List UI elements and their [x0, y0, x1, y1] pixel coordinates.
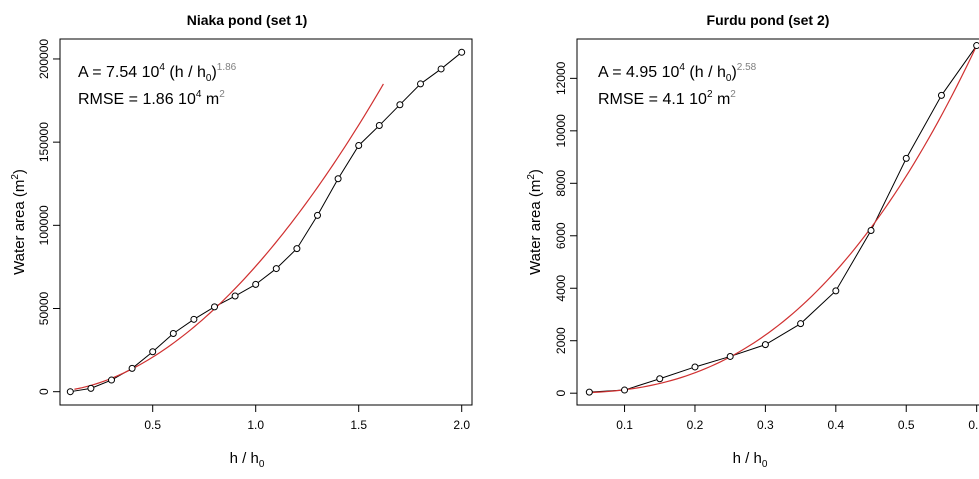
- data-point: [621, 386, 629, 394]
- data-point: [87, 384, 95, 392]
- fit-equation: A = 4.95 104 (h / h0)2.58: [598, 62, 757, 84]
- data-point: [334, 175, 342, 183]
- x-tick-label: 0.3: [757, 418, 774, 432]
- data-point: [902, 154, 910, 162]
- y-tick-label: 12000: [554, 61, 568, 95]
- y-axis: 0 2000 4000 6000 8000 10000 12000: [554, 61, 578, 397]
- y-tick-label: 8000: [554, 170, 568, 197]
- chart-panel-niaka: Niaka pond (set 1) 0.5 1.0 1.5 2.0 0 50000 10…: [10, 12, 473, 470]
- data-point: [252, 280, 260, 288]
- data-point: [169, 329, 177, 337]
- y-tick-label: 10000: [554, 114, 568, 148]
- x-tick-label: 1.0: [247, 418, 264, 432]
- data-point: [149, 348, 157, 356]
- observed-line: [70, 51, 463, 393]
- data-point: [293, 245, 301, 253]
- x-tick-label: 2.0: [453, 418, 470, 432]
- x-tick-label: 0.4: [827, 418, 844, 432]
- data-point: [231, 292, 239, 300]
- x-axis: 0.5 1.0 1.5 2.0: [144, 404, 470, 432]
- observed-line: [589, 45, 978, 393]
- x-tick-label: 0.5: [144, 418, 161, 432]
- series-lines: [70, 51, 463, 393]
- data-point: [656, 375, 664, 383]
- data-point: [190, 315, 198, 323]
- y-tick-label: 6000: [554, 222, 568, 249]
- fit-equation: A = 7.54 104 (h / h0)1.86: [78, 62, 237, 84]
- y-tick-label: 150000: [37, 122, 51, 162]
- data-point: [128, 364, 136, 372]
- fitted-curve: [74, 83, 384, 390]
- data-point: [355, 141, 363, 149]
- chart-panel-furdu: Furdu pond (set 2) 0.1 0.2 0.3 0.4 0.5 0.6 0 2…: [526, 12, 979, 470]
- data-point: [761, 341, 769, 349]
- chart-title: Furdu pond (set 2): [707, 12, 830, 28]
- data-point: [375, 122, 383, 130]
- fit-rmse: RMSE = 4.1 102 m2: [598, 89, 736, 108]
- data-point: [437, 65, 445, 73]
- y-tick-label: 2000: [554, 327, 568, 354]
- data-point: [937, 91, 945, 99]
- data-point: [108, 376, 115, 384]
- data-point: [314, 211, 321, 219]
- x-tick-label: 1.5: [350, 418, 367, 432]
- y-tick-label: 0: [554, 390, 568, 397]
- y-axis: 0 50000 100000 150000 200000: [37, 39, 61, 395]
- chart-title: Niaka pond (set 1): [187, 12, 308, 28]
- y-tick-label: 200000: [37, 39, 51, 79]
- data-point: [585, 388, 593, 396]
- data-point: [726, 352, 734, 360]
- data-point: [832, 287, 840, 295]
- y-axis-label: Water area (m2): [10, 169, 28, 275]
- fit-rmse: RMSE = 1.86 104 m2: [78, 89, 225, 108]
- x-tick-label: 0.6: [968, 418, 979, 432]
- data-point: [867, 227, 875, 235]
- x-axis: 0.1 0.2 0.3 0.4 0.5 0.6: [616, 404, 979, 432]
- data-point: [211, 303, 218, 311]
- data-point: [458, 48, 466, 56]
- y-tick-label: 4000: [554, 275, 568, 302]
- y-tick-label: 100000: [37, 205, 51, 245]
- y-axis-label: Water area (m2): [526, 169, 544, 275]
- y-tick-label: 50000: [37, 292, 51, 326]
- data-point: [396, 101, 404, 109]
- x-tick-label: 0.5: [898, 418, 915, 432]
- x-axis-label: h / h0: [733, 450, 768, 470]
- data-point: [272, 265, 280, 273]
- data-point: [66, 388, 74, 396]
- data-points: [66, 48, 466, 396]
- data-point: [417, 80, 424, 88]
- x-axis-label: h / h0: [230, 450, 265, 470]
- data-point: [691, 363, 699, 371]
- data-point: [797, 320, 805, 328]
- fitted-curve: [589, 45, 978, 394]
- data-point: [973, 42, 979, 50]
- x-tick-label: 0.1: [616, 418, 633, 432]
- series-lines: [589, 45, 978, 394]
- data-points: [585, 42, 979, 396]
- x-tick-label: 0.2: [687, 418, 704, 432]
- y-tick-label: 0: [37, 388, 51, 395]
